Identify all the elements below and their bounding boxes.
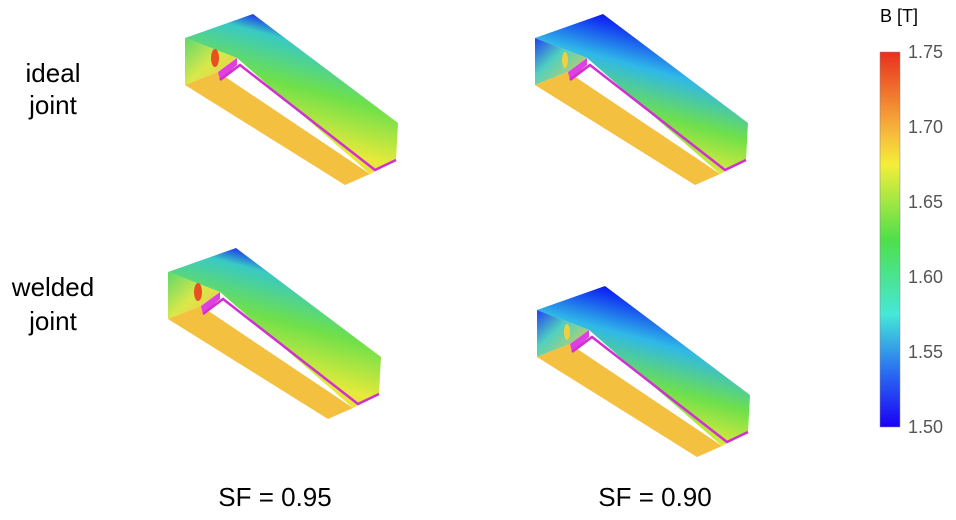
column-label: SF = 0.95 — [218, 482, 331, 512]
field-plot — [166, 246, 383, 421]
row-label: joint — [28, 306, 77, 336]
colorbar-tick-label: 1.50 — [908, 417, 943, 437]
colorbar-tick-label: 1.75 — [908, 42, 943, 62]
column-label: SF = 0.90 — [598, 482, 711, 512]
field-plot — [535, 284, 752, 459]
colorbar-tick-label: 1.70 — [908, 117, 943, 137]
colorbar-tick-label: 1.65 — [908, 192, 943, 212]
colorbar-tick-label: 1.60 — [908, 267, 943, 287]
colorbar — [879, 51, 901, 428]
row-label: welded — [11, 272, 94, 302]
field-plot — [183, 12, 400, 187]
colorbar-title: B [T] — [880, 6, 918, 26]
row-label: joint — [28, 90, 77, 120]
colorbar-tick-label: 1.55 — [908, 342, 943, 362]
field-plot — [533, 12, 750, 187]
colorbar-ticks: 1.75 1.70 1.65 1.60 1.55 1.50 — [908, 42, 943, 437]
row-label: ideal — [26, 58, 81, 88]
